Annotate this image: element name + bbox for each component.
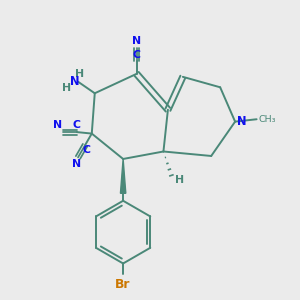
Text: H: H [176, 175, 184, 185]
Text: H: H [75, 69, 84, 79]
Text: H: H [62, 83, 71, 94]
Text: C: C [133, 50, 141, 60]
Text: N: N [72, 159, 81, 169]
Text: N: N [237, 115, 246, 128]
Text: C: C [73, 120, 81, 130]
Text: N: N [53, 120, 62, 130]
Polygon shape [120, 159, 126, 193]
Text: Br: Br [116, 278, 131, 291]
Text: CH₃: CH₃ [259, 115, 276, 124]
Text: N: N [132, 36, 141, 46]
Text: C: C [82, 145, 90, 155]
Text: N: N [70, 75, 80, 88]
